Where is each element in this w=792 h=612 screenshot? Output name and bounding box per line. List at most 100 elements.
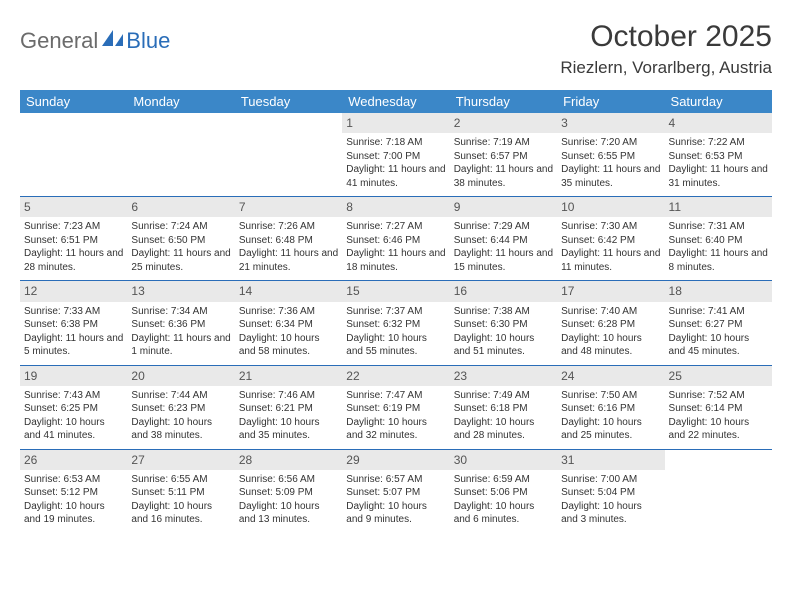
daylight-line: Daylight: 11 hours and 5 minutes. [24,332,123,359]
day-cell: 12Sunrise: 7:33 AMSunset: 6:38 PMDayligh… [20,281,127,365]
day-cell: 18Sunrise: 7:41 AMSunset: 6:27 PMDayligh… [665,281,772,365]
day-number: 19 [20,366,127,386]
sunset-line: Sunset: 6:55 PM [561,150,660,164]
calendar-body: 1Sunrise: 7:18 AMSunset: 7:00 PMDaylight… [20,113,772,533]
sunrise-line: Sunrise: 7:23 AM [24,220,123,234]
sunset-line: Sunset: 6:44 PM [454,234,553,248]
day-number: 29 [342,450,449,470]
daylight-line: Daylight: 11 hours and 41 minutes. [346,163,445,190]
day-cell: 30Sunrise: 6:59 AMSunset: 5:06 PMDayligh… [450,449,557,533]
day-number: 31 [557,450,664,470]
day-number: 27 [127,450,234,470]
day-header: Monday [127,90,234,113]
day-number: 23 [450,366,557,386]
sunrise-line: Sunrise: 7:00 AM [561,473,660,487]
daylight-line: Daylight: 11 hours and 15 minutes. [454,247,553,274]
day-cell: 23Sunrise: 7:49 AMSunset: 6:18 PMDayligh… [450,365,557,449]
sunset-line: Sunset: 5:12 PM [24,486,123,500]
sunset-line: Sunset: 6:50 PM [131,234,230,248]
day-number: 8 [342,197,449,217]
day-cell: 1Sunrise: 7:18 AMSunset: 7:00 PMDaylight… [342,113,449,197]
day-number: 15 [342,281,449,301]
day-cell: 14Sunrise: 7:36 AMSunset: 6:34 PMDayligh… [235,281,342,365]
sunrise-line: Sunrise: 7:29 AM [454,220,553,234]
day-number: 28 [235,450,342,470]
daylight-line: Daylight: 10 hours and 6 minutes. [454,500,553,527]
sunrise-line: Sunrise: 7:18 AM [346,136,445,150]
sunrise-line: Sunrise: 7:24 AM [131,220,230,234]
week-row: 26Sunrise: 6:53 AMSunset: 5:12 PMDayligh… [20,449,772,533]
day-cell: 9Sunrise: 7:29 AMSunset: 6:44 PMDaylight… [450,197,557,281]
daylight-line: Daylight: 10 hours and 58 minutes. [239,332,338,359]
sunrise-line: Sunrise: 7:19 AM [454,136,553,150]
sunrise-line: Sunrise: 7:43 AM [24,389,123,403]
daylight-line: Daylight: 10 hours and 35 minutes. [239,416,338,443]
sunrise-line: Sunrise: 7:47 AM [346,389,445,403]
sunrise-line: Sunrise: 7:46 AM [239,389,338,403]
sunset-line: Sunset: 6:57 PM [454,150,553,164]
day-cell: 25Sunrise: 7:52 AMSunset: 6:14 PMDayligh… [665,365,772,449]
sunset-line: Sunset: 6:48 PM [239,234,338,248]
sunrise-line: Sunrise: 7:52 AM [669,389,768,403]
daylight-line: Daylight: 11 hours and 1 minute. [131,332,230,359]
day-number: 3 [557,113,664,133]
day-number: 11 [665,197,772,217]
day-number: 26 [20,450,127,470]
day-header: Friday [557,90,664,113]
day-number: 13 [127,281,234,301]
day-cell: 27Sunrise: 6:55 AMSunset: 5:11 PMDayligh… [127,449,234,533]
daylight-line: Daylight: 10 hours and 32 minutes. [346,416,445,443]
daylight-line: Daylight: 10 hours and 28 minutes. [454,416,553,443]
daylight-line: Daylight: 11 hours and 11 minutes. [561,247,660,274]
daylight-line: Daylight: 11 hours and 28 minutes. [24,247,123,274]
day-header: Sunday [20,90,127,113]
sunset-line: Sunset: 5:07 PM [346,486,445,500]
day-number: 21 [235,366,342,386]
day-number: 18 [665,281,772,301]
day-cell: 10Sunrise: 7:30 AMSunset: 6:42 PMDayligh… [557,197,664,281]
day-header: Saturday [665,90,772,113]
day-number: 24 [557,366,664,386]
month-title: October 2025 [560,20,772,54]
daylight-line: Daylight: 10 hours and 55 minutes. [346,332,445,359]
sunset-line: Sunset: 6:30 PM [454,318,553,332]
day-number: 6 [127,197,234,217]
sunrise-line: Sunrise: 7:40 AM [561,305,660,319]
sunrise-line: Sunrise: 7:22 AM [669,136,768,150]
day-cell: 6Sunrise: 7:24 AMSunset: 6:50 PMDaylight… [127,197,234,281]
day-cell: 19Sunrise: 7:43 AMSunset: 6:25 PMDayligh… [20,365,127,449]
daylight-line: Daylight: 11 hours and 21 minutes. [239,247,338,274]
sunset-line: Sunset: 6:18 PM [454,402,553,416]
sunrise-line: Sunrise: 6:59 AM [454,473,553,487]
sunrise-line: Sunrise: 7:27 AM [346,220,445,234]
day-number: 10 [557,197,664,217]
daylight-line: Daylight: 10 hours and 19 minutes. [24,500,123,527]
day-cell: 13Sunrise: 7:34 AMSunset: 6:36 PMDayligh… [127,281,234,365]
day-cell: 24Sunrise: 7:50 AMSunset: 6:16 PMDayligh… [557,365,664,449]
day-number: 14 [235,281,342,301]
day-number: 12 [20,281,127,301]
sunset-line: Sunset: 5:06 PM [454,486,553,500]
day-cell: 15Sunrise: 7:37 AMSunset: 6:32 PMDayligh… [342,281,449,365]
sunset-line: Sunset: 5:11 PM [131,486,230,500]
day-cell: 7Sunrise: 7:26 AMSunset: 6:48 PMDaylight… [235,197,342,281]
day-number: 17 [557,281,664,301]
day-cell: 26 Sunrise: 6:53 AMSunset: 5:12 PMDayligh… [20,449,127,533]
sunrise-line: Sunrise: 7:41 AM [669,305,768,319]
sunrise-line: Sunrise: 6:53 AM [24,473,123,487]
sunset-line: Sunset: 5:09 PM [239,486,338,500]
calendar-page: General Blue October 2025 Riezlern, Vora… [0,0,792,543]
day-cell: 8Sunrise: 7:27 AMSunset: 6:46 PMDaylight… [342,197,449,281]
day-cell: 3Sunrise: 7:20 AMSunset: 6:55 PMDaylight… [557,113,664,197]
sunrise-line: Sunrise: 7:34 AM [131,305,230,319]
sunset-line: Sunset: 6:42 PM [561,234,660,248]
day-header: Thursday [450,90,557,113]
daylight-line: Daylight: 10 hours and 51 minutes. [454,332,553,359]
logo-text-general: General [20,28,98,54]
sunrise-line: Sunrise: 7:50 AM [561,389,660,403]
sunset-line: Sunset: 6:40 PM [669,234,768,248]
day-cell: 20Sunrise: 7:44 AMSunset: 6:23 PMDayligh… [127,365,234,449]
daylight-line: Daylight: 10 hours and 9 minutes. [346,500,445,527]
sunset-line: Sunset: 6:32 PM [346,318,445,332]
sunrise-line: Sunrise: 7:26 AM [239,220,338,234]
